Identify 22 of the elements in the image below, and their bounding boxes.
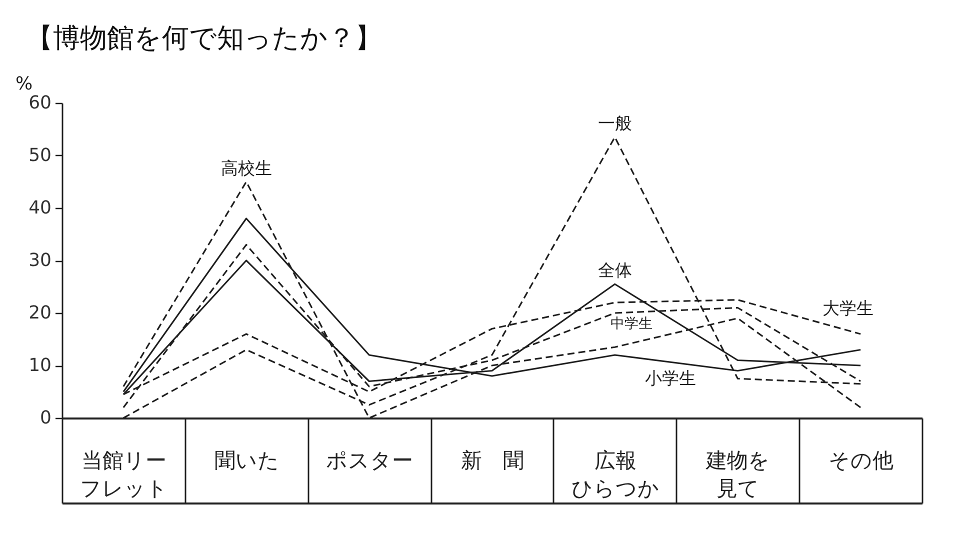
y-tick-label: 10 bbox=[28, 355, 52, 376]
x-tick-label: 当館リーフレット bbox=[80, 448, 168, 500]
y-tick-label: 20 bbox=[28, 302, 52, 324]
x-tick-label: ポスター bbox=[326, 448, 414, 472]
chart-title: 【博物館を何で知ったか？】 bbox=[26, 23, 382, 54]
x-tick-label: 広報ひらつか bbox=[571, 448, 660, 500]
series-label: 大学生 bbox=[822, 299, 874, 320]
y-tick-label: 0 bbox=[40, 408, 52, 428]
x-tick-label: その他 bbox=[828, 448, 894, 472]
y-tick-label: 40 bbox=[28, 198, 52, 218]
y-tick-label: 60 bbox=[28, 92, 52, 114]
x-tick-label: 建物を見て bbox=[705, 448, 770, 500]
x-tick-label: 新 聞 bbox=[461, 448, 524, 472]
y-axis-title: % bbox=[16, 74, 33, 94]
series-label: 全体 bbox=[598, 261, 632, 282]
y-tick-label: 30 bbox=[28, 250, 52, 271]
series-label: 小学生 bbox=[644, 369, 696, 390]
series-label: 一般 bbox=[598, 114, 632, 134]
series-label: 中学生 bbox=[610, 316, 653, 332]
series-label: 高校生 bbox=[220, 158, 272, 179]
x-tick-label: 聞いた bbox=[214, 448, 280, 472]
y-tick-label: 50 bbox=[28, 145, 52, 166]
